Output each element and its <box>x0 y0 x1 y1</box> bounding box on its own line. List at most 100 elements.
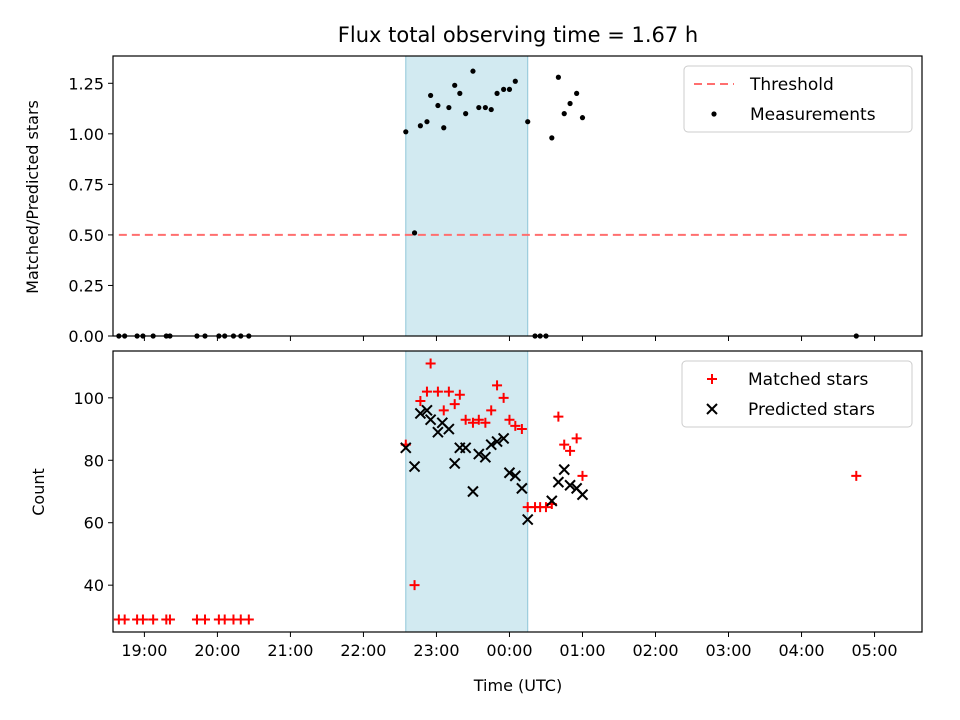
count-y-axis-label: Count <box>29 468 48 516</box>
measurement-point <box>428 92 434 99</box>
predicted-star-point <box>408 460 421 473</box>
predicted-star-point <box>546 495 558 507</box>
matched-star-point <box>409 580 420 591</box>
ratio-y-tick-label: 1.00 <box>68 125 104 144</box>
measurement-point <box>574 90 580 97</box>
predicted-star-point <box>552 476 565 488</box>
predicted-star-point <box>473 448 485 460</box>
measurement-point <box>411 230 418 236</box>
matched-star-point <box>851 470 862 481</box>
predicted-star-point <box>479 451 492 463</box>
x-tick-label: 00:00 <box>486 641 532 660</box>
count-y-tick-label: 80 <box>84 451 104 470</box>
matched-series <box>113 358 862 625</box>
ratio-y-tick-label: 0.50 <box>68 226 104 245</box>
measurement-point <box>452 82 458 88</box>
matched-star-point <box>164 614 175 625</box>
measurement-point <box>403 129 409 135</box>
matched-star-point <box>473 414 484 425</box>
measurement-point <box>549 135 555 141</box>
matched-star-point <box>148 614 159 625</box>
matched-star-point <box>438 405 449 416</box>
measurement-point <box>506 86 513 92</box>
ratio-legend: Threshold Measurements <box>683 65 913 133</box>
legend-box <box>683 65 913 133</box>
legend-measurements-swatch <box>711 111 717 117</box>
predicted-star-point <box>467 485 479 498</box>
matched-star-point <box>449 399 460 410</box>
ratio-y-tick-label: 0.00 <box>68 327 104 346</box>
measurement-point <box>494 90 500 97</box>
measurement-point <box>441 125 447 131</box>
predicted-star-point <box>558 463 570 476</box>
count-y-tick-label: 60 <box>84 514 104 533</box>
matched-star-point <box>415 395 426 406</box>
x-tick-label: 01:00 <box>559 641 605 660</box>
matched-star-point <box>486 405 497 416</box>
measurement-point <box>446 104 452 111</box>
matched-star-point <box>565 445 576 456</box>
ratio-y-tick-label: 0.25 <box>68 276 104 295</box>
predicted-star-point <box>503 467 516 479</box>
x-tick-label: 20:00 <box>194 641 240 660</box>
x-axis-label: Time (UTC) <box>473 676 562 695</box>
ratio-plot-frame <box>112 55 923 337</box>
predicted-star-point <box>432 426 444 438</box>
ratio-y-axis-label: Matched/Predicted stars <box>23 100 42 294</box>
predicted-star-point <box>424 413 437 426</box>
measurement-point <box>482 104 488 111</box>
x-tick-label: 23:00 <box>413 641 459 660</box>
ratio-shaded-interval <box>405 55 529 337</box>
measurement-point <box>424 119 430 125</box>
x-tick-label: 03:00 <box>705 641 751 660</box>
measurement-point <box>470 68 476 74</box>
measurement-point <box>457 90 463 97</box>
matched-star-point <box>498 392 509 403</box>
predicted-star-point <box>491 435 503 448</box>
x-tick-label: 21:00 <box>267 641 313 660</box>
measurement-point <box>417 123 423 129</box>
predicted-star-point <box>564 479 576 491</box>
ratio-panel: 0.00 0.25 0.50 0.75 1.00 1.25 Threshold Measure… <box>68 55 923 346</box>
ratio-y-tick-label: 0.75 <box>68 175 104 194</box>
matched-star-point <box>425 358 436 369</box>
measurement-point <box>512 78 518 84</box>
matched-star-point <box>559 439 570 450</box>
chart-title: Flux total observing time = 1.67 h <box>338 23 698 47</box>
predicted-star-point <box>509 470 522 482</box>
matched-star-point <box>137 614 148 625</box>
count-y-tick-label: 40 <box>84 576 104 595</box>
matched-star-point <box>504 414 515 425</box>
count-legend: Matched stars Predicted stars <box>681 360 913 428</box>
legend-label: Measurements <box>750 105 876 125</box>
legend-label: Threshold <box>749 75 834 95</box>
count-y-tick-label: 100 <box>73 389 104 408</box>
predicted-star-point <box>459 442 472 454</box>
count-plot-frame <box>112 350 923 633</box>
matched-star-point <box>119 614 130 625</box>
measurement-point <box>463 111 469 117</box>
matched-star-point <box>460 414 471 425</box>
matched-star-point <box>540 502 551 513</box>
matched-star-point <box>219 614 230 625</box>
matched-star-point <box>492 380 503 391</box>
measurement-point <box>476 104 482 111</box>
measurement-point <box>435 102 441 109</box>
measurement-point <box>567 100 573 107</box>
legend-box <box>681 360 913 428</box>
count-panel: 40 60 80 100 19:00 20:00 21:00 22:00 23:00 00:00 0… <box>73 350 923 660</box>
matched-star-point <box>553 411 564 422</box>
predicted-star-point <box>497 432 510 445</box>
x-tick-label: 19:00 <box>121 641 167 660</box>
x-tick-label: 04:00 <box>778 641 824 660</box>
measurement-point <box>561 111 567 117</box>
measurement-point <box>488 106 494 113</box>
matched-star-point <box>480 417 491 428</box>
matched-star-point <box>421 386 432 397</box>
matched-star-point <box>510 420 521 431</box>
matched-star-point <box>516 424 527 435</box>
legend-predicted-swatch <box>706 403 718 415</box>
matched-star-point <box>577 470 588 481</box>
matched-star-point <box>454 389 465 400</box>
predicted-star-point <box>414 407 427 420</box>
